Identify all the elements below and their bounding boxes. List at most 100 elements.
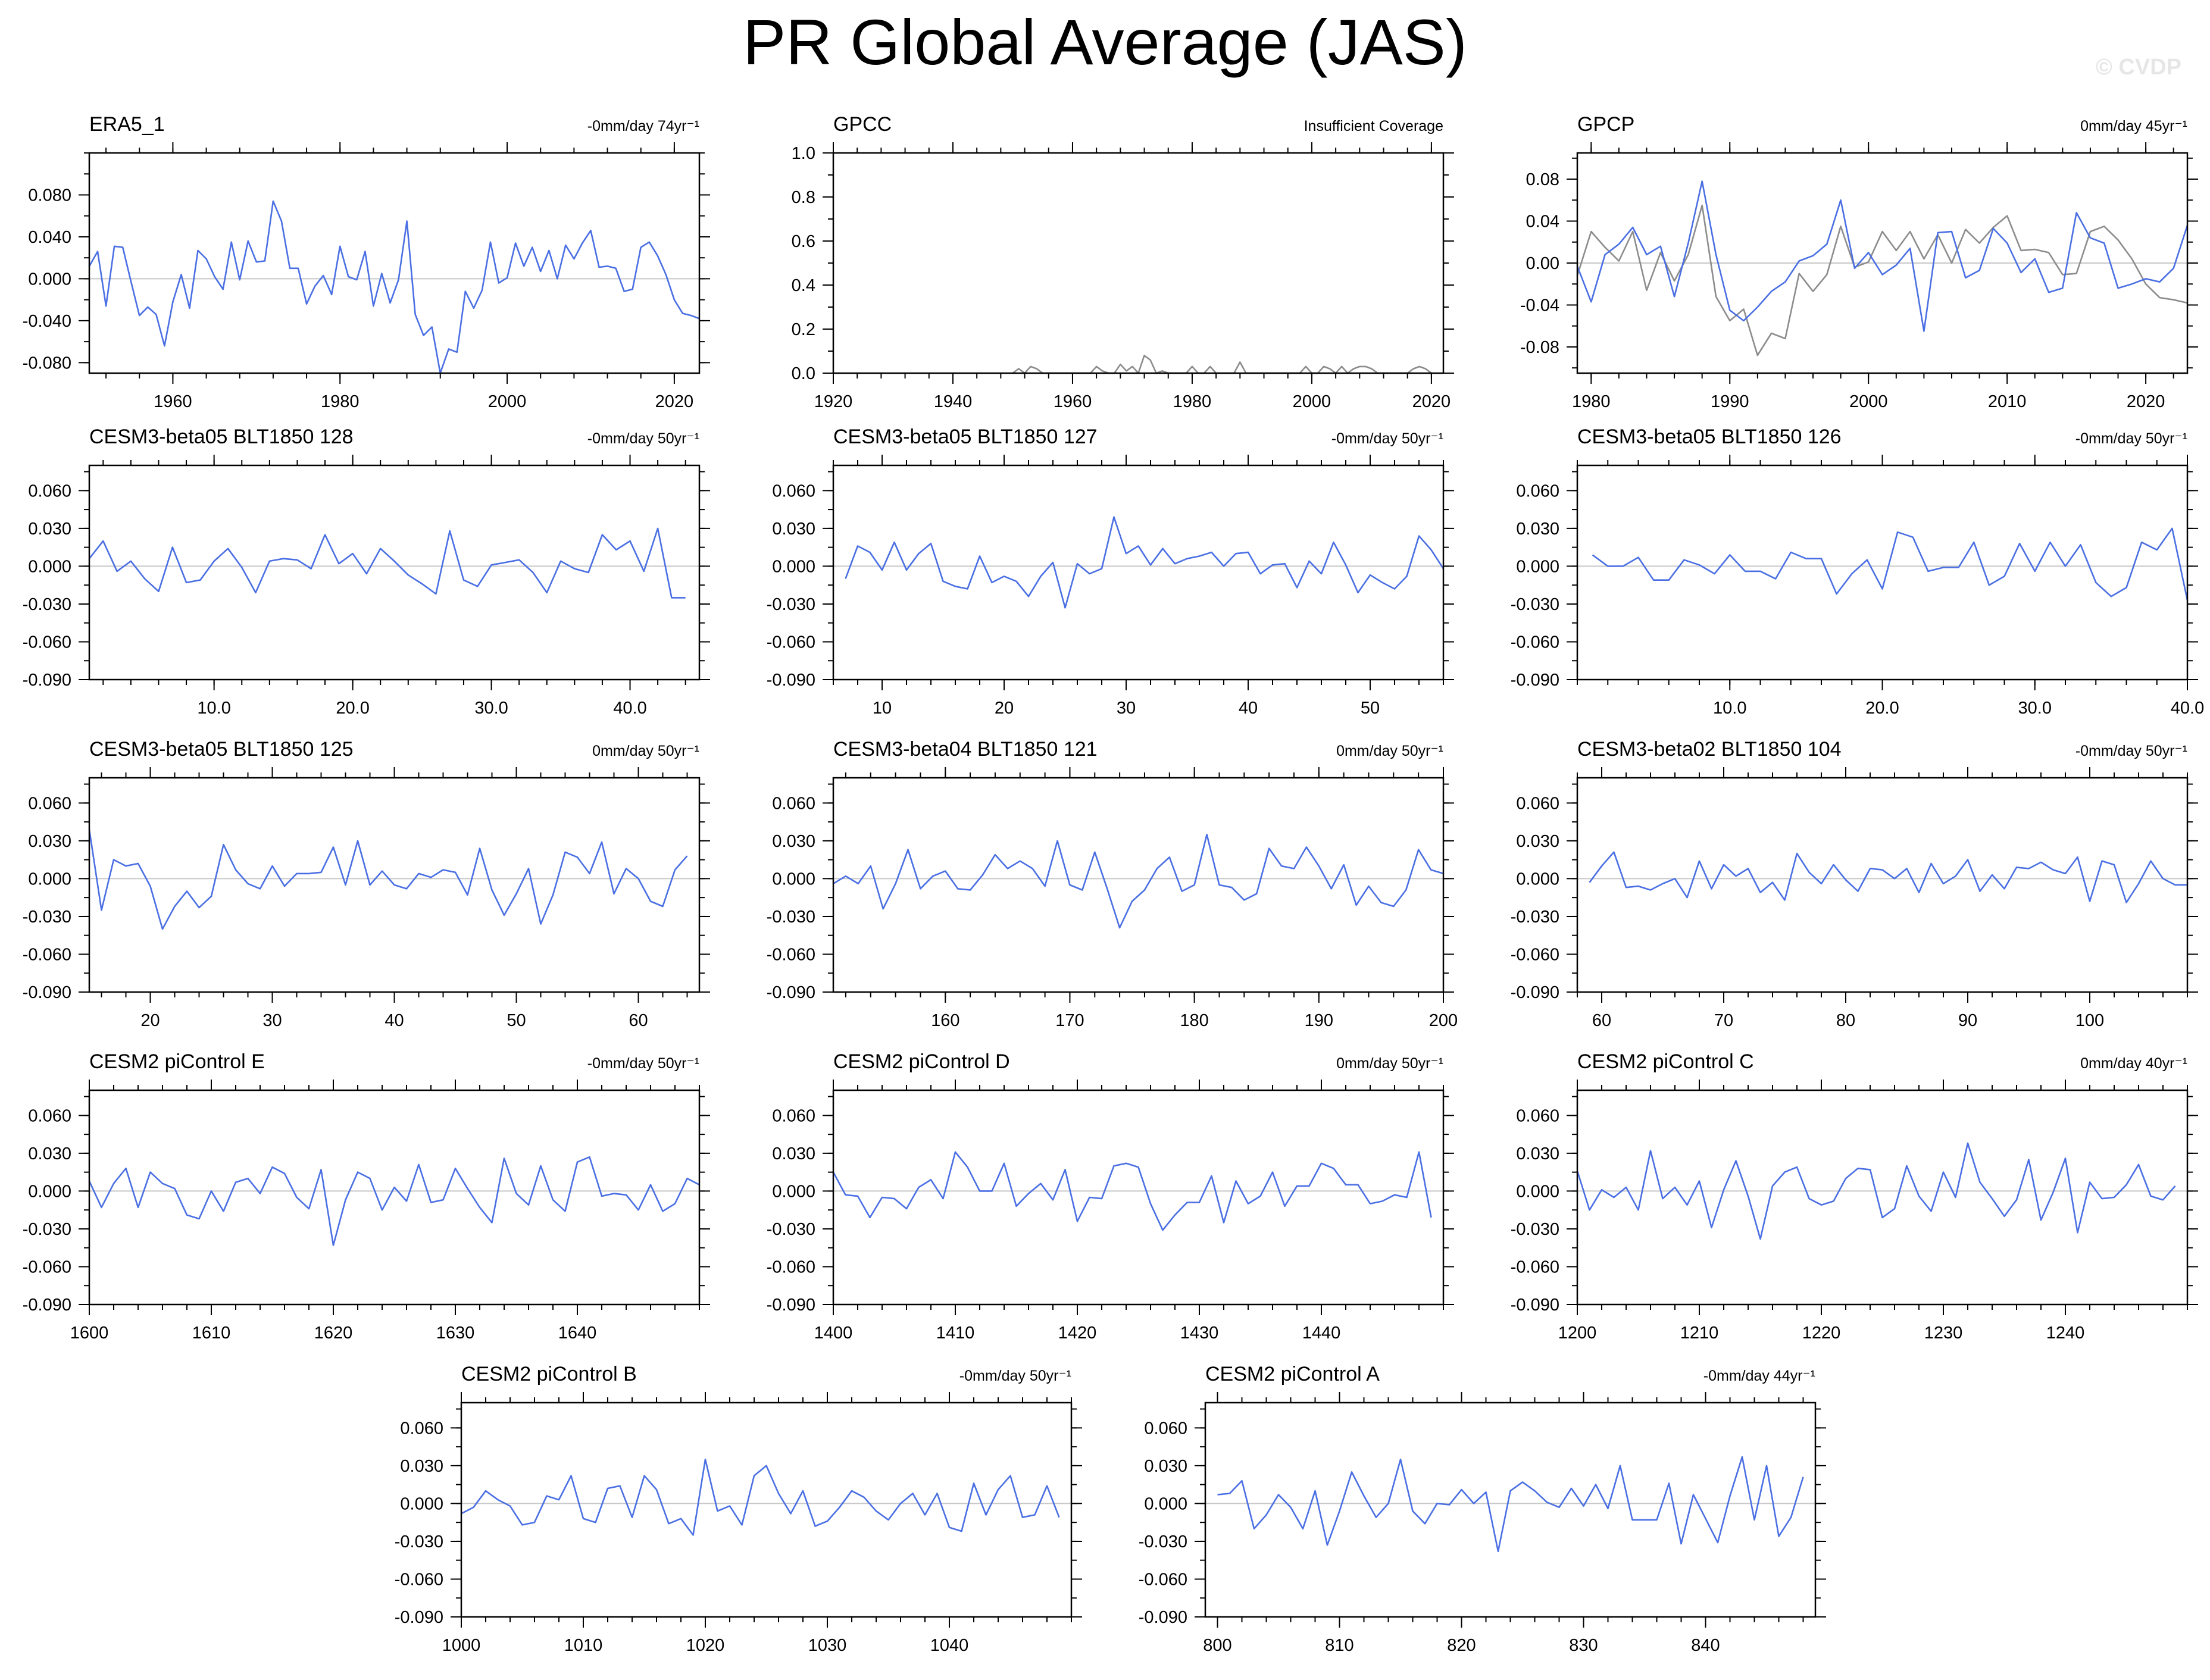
series-line [845,516,1445,609]
y-tick-label: 0.060 [772,481,815,500]
y-tick-label: 0.000 [772,869,815,889]
series-line [88,829,688,930]
x-tick-label: 20.0 [1865,699,1899,718]
x-tick-label: 1200 [1558,1324,1597,1343]
x-tick-label: 1610 [192,1324,231,1343]
y-tick-label: 0.030 [400,1457,443,1476]
y-tick-label: 0.000 [772,557,815,576]
y-tick-label: 0.00 [1526,254,1559,273]
y-tick-label: 0.060 [1516,1106,1559,1125]
chart-panel: CESM3-beta05 BLT1850 125 0mm/day 50yr⁻¹ 20… [23,738,710,1030]
plot-frame [88,1089,701,1306]
y-tick-label: 0.030 [28,1144,71,1163]
y-tick-label: 0.000 [772,1182,815,1201]
series-line [1576,204,2188,356]
plot-frame [832,464,1445,681]
x-tick-label: 1030 [808,1636,847,1655]
y-tick-label: -0.030 [23,908,71,927]
plot-frame [88,777,701,993]
trend-label: -0mm/day 44yr⁻¹ [1703,1368,1815,1384]
y-tick-label: 0.030 [1516,520,1559,539]
page-title: PR Global Average (JAS) [743,6,1467,78]
y-tick-label: 0.060 [1144,1419,1187,1438]
y-tick-label: -0.090 [395,1608,443,1627]
y-tick-label: 0.060 [400,1419,443,1438]
panel-title: CESM3-beta05 BLT1850 126 [1577,426,1842,448]
series-line [88,200,700,374]
y-tick-label: 0.060 [772,794,815,813]
chart-panel: GPCC Insufficient Coverage 1920 1940 1960 198… [792,113,1454,411]
watermark: © CVDP [2095,55,2181,80]
plot-frame [88,152,701,374]
x-tick-label: 10.0 [1713,699,1746,718]
y-tick-label: -0.030 [23,595,71,614]
trend-label: 0mm/day 50yr⁻¹ [1336,1055,1443,1072]
x-tick-label: 1440 [1302,1324,1341,1343]
x-tick-label: 190 [1305,1011,1333,1030]
x-tick-label: 40 [385,1011,404,1030]
chart-panel: CESM2 piControl B -0mm/day 50yr⁻¹ 1000 1010… [395,1363,1082,1655]
y-tick-label: 0.8 [792,188,815,207]
panel-title: CESM2 piControl D [833,1050,1010,1073]
x-tick-label: 50 [507,1011,526,1030]
y-tick-label: 0.08 [1526,170,1559,189]
series-line [1592,527,2189,600]
x-tick-label: 820 [1447,1636,1476,1655]
plot-frame [832,1089,1445,1306]
panel-title: CESM3-beta05 BLT1850 125 [89,738,354,761]
x-tick-label: 1410 [936,1324,975,1343]
chart-panel: CESM2 piControl C 0mm/day 40yr⁻¹ 1200 1210 1… [1511,1050,2198,1343]
panel-title: CESM2 piControl E [89,1050,265,1073]
x-tick-label: 20 [140,1011,160,1030]
y-tick-label: -0.060 [23,633,71,652]
trend-label: -0mm/day 50yr⁻¹ [959,1368,1071,1384]
y-tick-label: -0.090 [767,671,815,690]
y-tick-label: -0.060 [1511,1257,1559,1277]
x-tick-label: 30.0 [474,699,508,718]
y-tick-label: -0.090 [1139,1608,1187,1627]
x-tick-label: 800 [1203,1636,1231,1655]
x-tick-label: 160 [931,1011,959,1030]
trend-label: -0mm/day 74yr⁻¹ [587,118,699,134]
chart-panel: CESM3-beta05 BLT1850 128 -0mm/day 50yr⁻¹ 1… [23,426,710,718]
y-tick-label: -0.090 [1511,1296,1559,1315]
plot-frame [832,777,1445,993]
trend-label: -0mm/day 50yr⁻¹ [587,430,699,447]
x-tick-label: 1020 [686,1636,725,1655]
panel-title: ERA5_1 [89,113,165,136]
y-tick-label: 0.6 [792,232,815,251]
x-tick-label: 60 [629,1011,648,1030]
plot-frame [1576,777,2189,993]
x-tick-label: 1430 [1180,1324,1219,1343]
x-tick-label: 2000 [488,392,527,411]
trend-label: 0mm/day 50yr⁻¹ [1336,743,1443,759]
y-tick-label: 1.0 [792,144,815,163]
x-tick-label: 1990 [1711,392,1749,411]
x-tick-label: 90 [1958,1011,1977,1030]
x-tick-label: 1400 [814,1324,853,1343]
x-tick-label: 1640 [558,1324,597,1343]
panel-title: GPCP [1577,113,1634,136]
y-tick-label: 0.060 [1516,794,1559,813]
y-tick-label: 0.030 [1144,1457,1187,1476]
x-tick-label: 1210 [1680,1324,1719,1343]
x-tick-label: 100 [2075,1011,2104,1030]
y-tick-label: 0.030 [772,520,815,539]
panel-title: CESM3-beta04 BLT1850 121 [833,738,1098,761]
x-tick-label: 2010 [1988,392,2027,411]
x-tick-label: 1230 [1924,1324,1963,1343]
series-line [1589,851,2187,903]
x-tick-label: 1960 [154,392,192,411]
panel-title: CESM3-beta05 BLT1850 128 [89,426,354,448]
x-tick-label: 50 [1361,699,1380,718]
y-tick-label: 0.000 [28,869,71,889]
y-tick-label: -0.060 [23,1257,71,1277]
y-tick-label: 0.030 [28,520,71,539]
y-tick-label: 0.000 [28,557,71,576]
y-tick-label: 0.060 [1516,481,1559,500]
x-tick-label: 20 [995,699,1014,718]
x-tick-label: 1040 [930,1636,969,1655]
x-tick-label: 2000 [1849,392,1888,411]
y-tick-label: -0.090 [23,983,71,1002]
